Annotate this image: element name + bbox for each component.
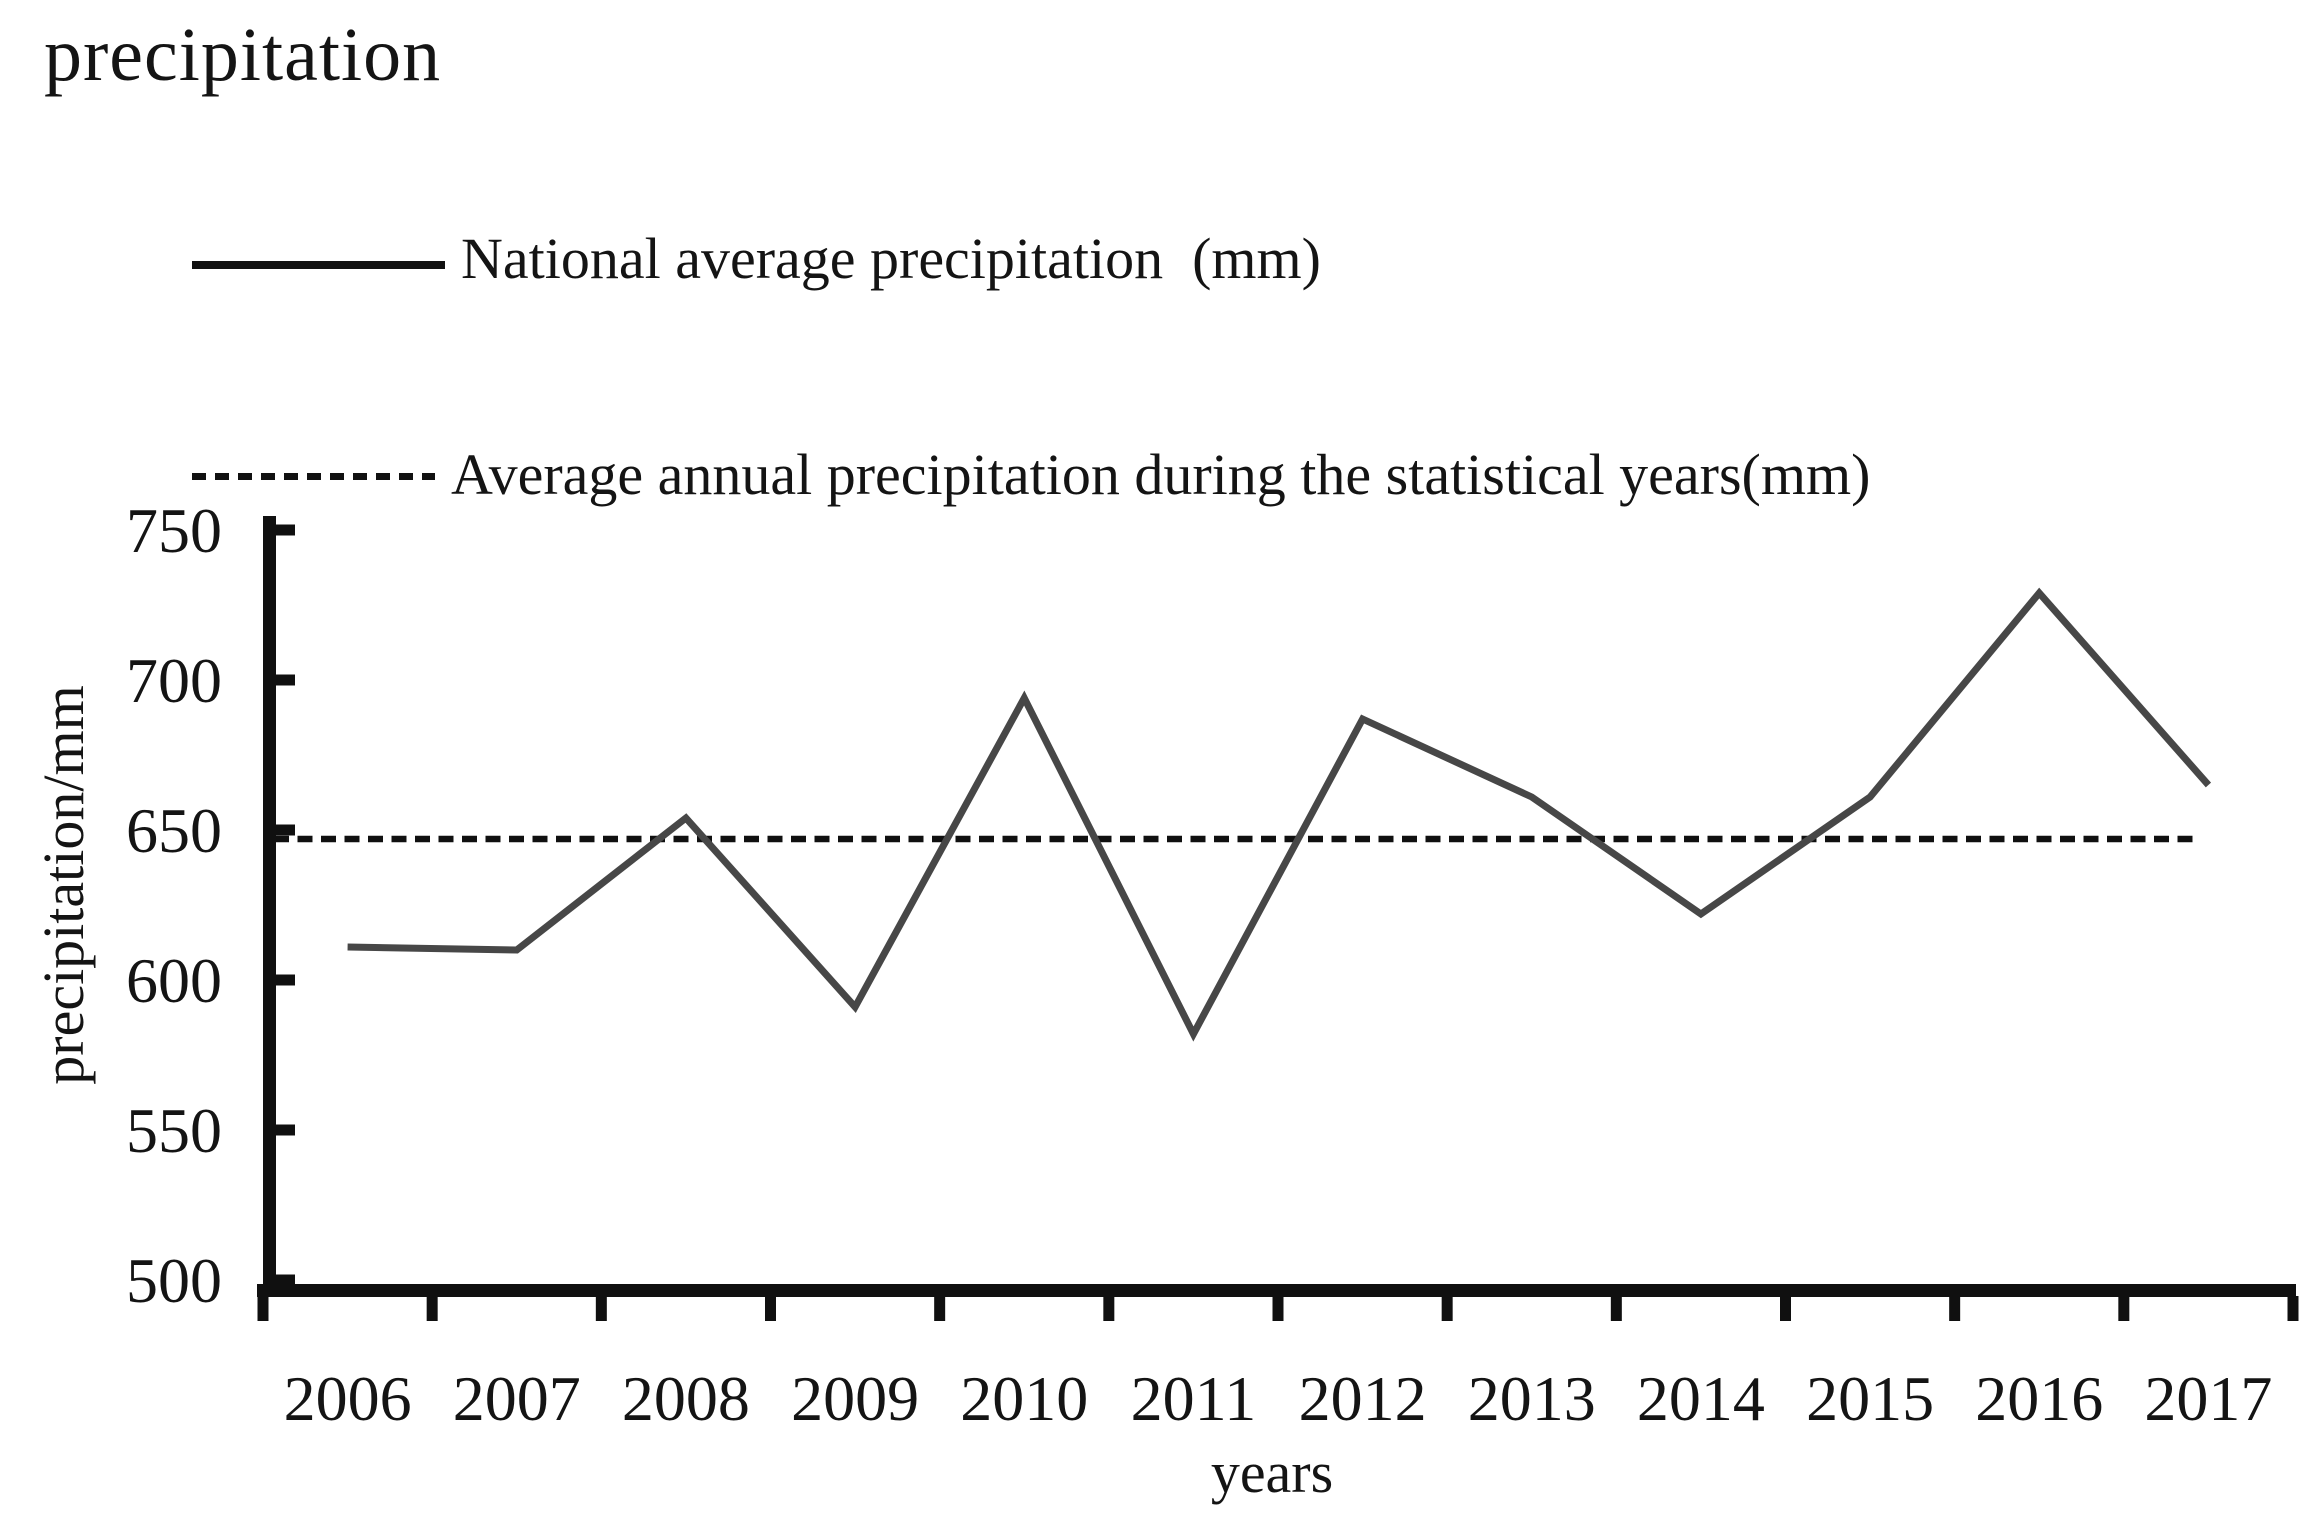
- x-tick-label: 2009: [791, 1363, 919, 1434]
- x-tick-label: 2008: [622, 1363, 750, 1434]
- x-tick-label: 2007: [453, 1363, 581, 1434]
- national-average-precipitation-line: [347, 587, 2212, 1042]
- x-tick-label: 2014: [1637, 1363, 1765, 1434]
- y-tick-label: 650: [126, 795, 222, 866]
- x-tick-label: 2017: [2144, 1363, 2272, 1434]
- y-tick-label: 550: [126, 1095, 222, 1166]
- x-tick-label: 2013: [1468, 1363, 1596, 1434]
- x-tick-label: 2010: [960, 1363, 1088, 1434]
- legend-solid-line-sample: [192, 261, 445, 269]
- legend-label-national-average: National average precipitation (mm): [461, 225, 1321, 291]
- legend-item-national-average: National average precipitation (mm): [192, 222, 1321, 294]
- x-tick-label: 2006: [284, 1363, 412, 1434]
- x-axis-title: years: [1210, 1440, 1334, 1505]
- legend-label-statistical-average: Average annual precipitation during the …: [451, 441, 1871, 507]
- y-tick-label: 750: [126, 495, 222, 566]
- x-tick-label: 2011: [1131, 1363, 1257, 1434]
- legend-dashed-line-sample: [192, 472, 435, 480]
- x-tick-label: 2012: [1299, 1363, 1427, 1434]
- x-tick-label: 2015: [1806, 1363, 1934, 1434]
- y-tick-label: 600: [126, 945, 222, 1016]
- x-tick-label: 2016: [1975, 1363, 2103, 1434]
- chart-title: precipitation: [44, 13, 442, 97]
- legend-item-statistical-average: Average annual precipitation during the …: [192, 438, 1870, 510]
- y-tick-label: 500: [126, 1245, 222, 1316]
- y-tick-label: 700: [126, 645, 222, 716]
